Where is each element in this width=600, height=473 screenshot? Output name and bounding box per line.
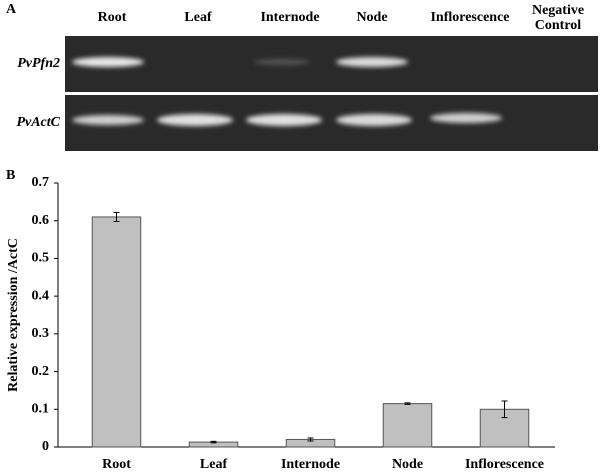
y-tick-label: 0.3 (32, 326, 50, 341)
x-tick-label: Inflorescence (465, 457, 544, 472)
y-tick-label: 0.4 (32, 288, 50, 303)
gel-band (72, 115, 144, 125)
y-axis-label: Relative expression /ActC (6, 238, 21, 392)
gel-lane-label: Leaf (184, 10, 212, 25)
gel-row-label: PvActC (16, 115, 60, 130)
x-tick-label: Root (102, 457, 131, 472)
gel-strip (65, 95, 598, 151)
gel-strip (65, 36, 598, 92)
y-tick-label: 0.5 (32, 251, 50, 266)
gel-lane-label: Negative (532, 3, 584, 18)
x-tick-label: Node (392, 457, 423, 472)
panel-label: A (6, 2, 17, 17)
y-tick-label: 0.1 (32, 402, 50, 417)
x-tick-label: Internode (281, 457, 340, 472)
bar (382, 403, 433, 448)
gel-band (246, 114, 322, 126)
gel-band (254, 59, 310, 65)
gel-lane-label: Control (535, 18, 582, 33)
gel-lane-label: Root (98, 10, 127, 25)
y-tick-label: 0.7 (32, 175, 50, 190)
gel-band (336, 114, 412, 126)
y-tick-label: 0.2 (32, 364, 50, 379)
gel-band (72, 57, 144, 67)
gel-lane-label: Inflorescence (430, 10, 509, 25)
x-tick-label: Leaf (200, 457, 228, 472)
bar (91, 216, 142, 448)
y-tick-label: 0.6 (32, 213, 50, 228)
panel-label: B (6, 168, 15, 183)
gel-band (157, 114, 233, 126)
gel-band (430, 113, 502, 123)
gel-lane-label: Node (356, 10, 387, 25)
gel-band (336, 57, 408, 67)
gel-row-label: PvPfn2 (17, 56, 60, 71)
gel-panel (65, 36, 598, 151)
y-tick-label: 0 (42, 439, 49, 454)
gel-lane-label: Internode (260, 10, 319, 25)
